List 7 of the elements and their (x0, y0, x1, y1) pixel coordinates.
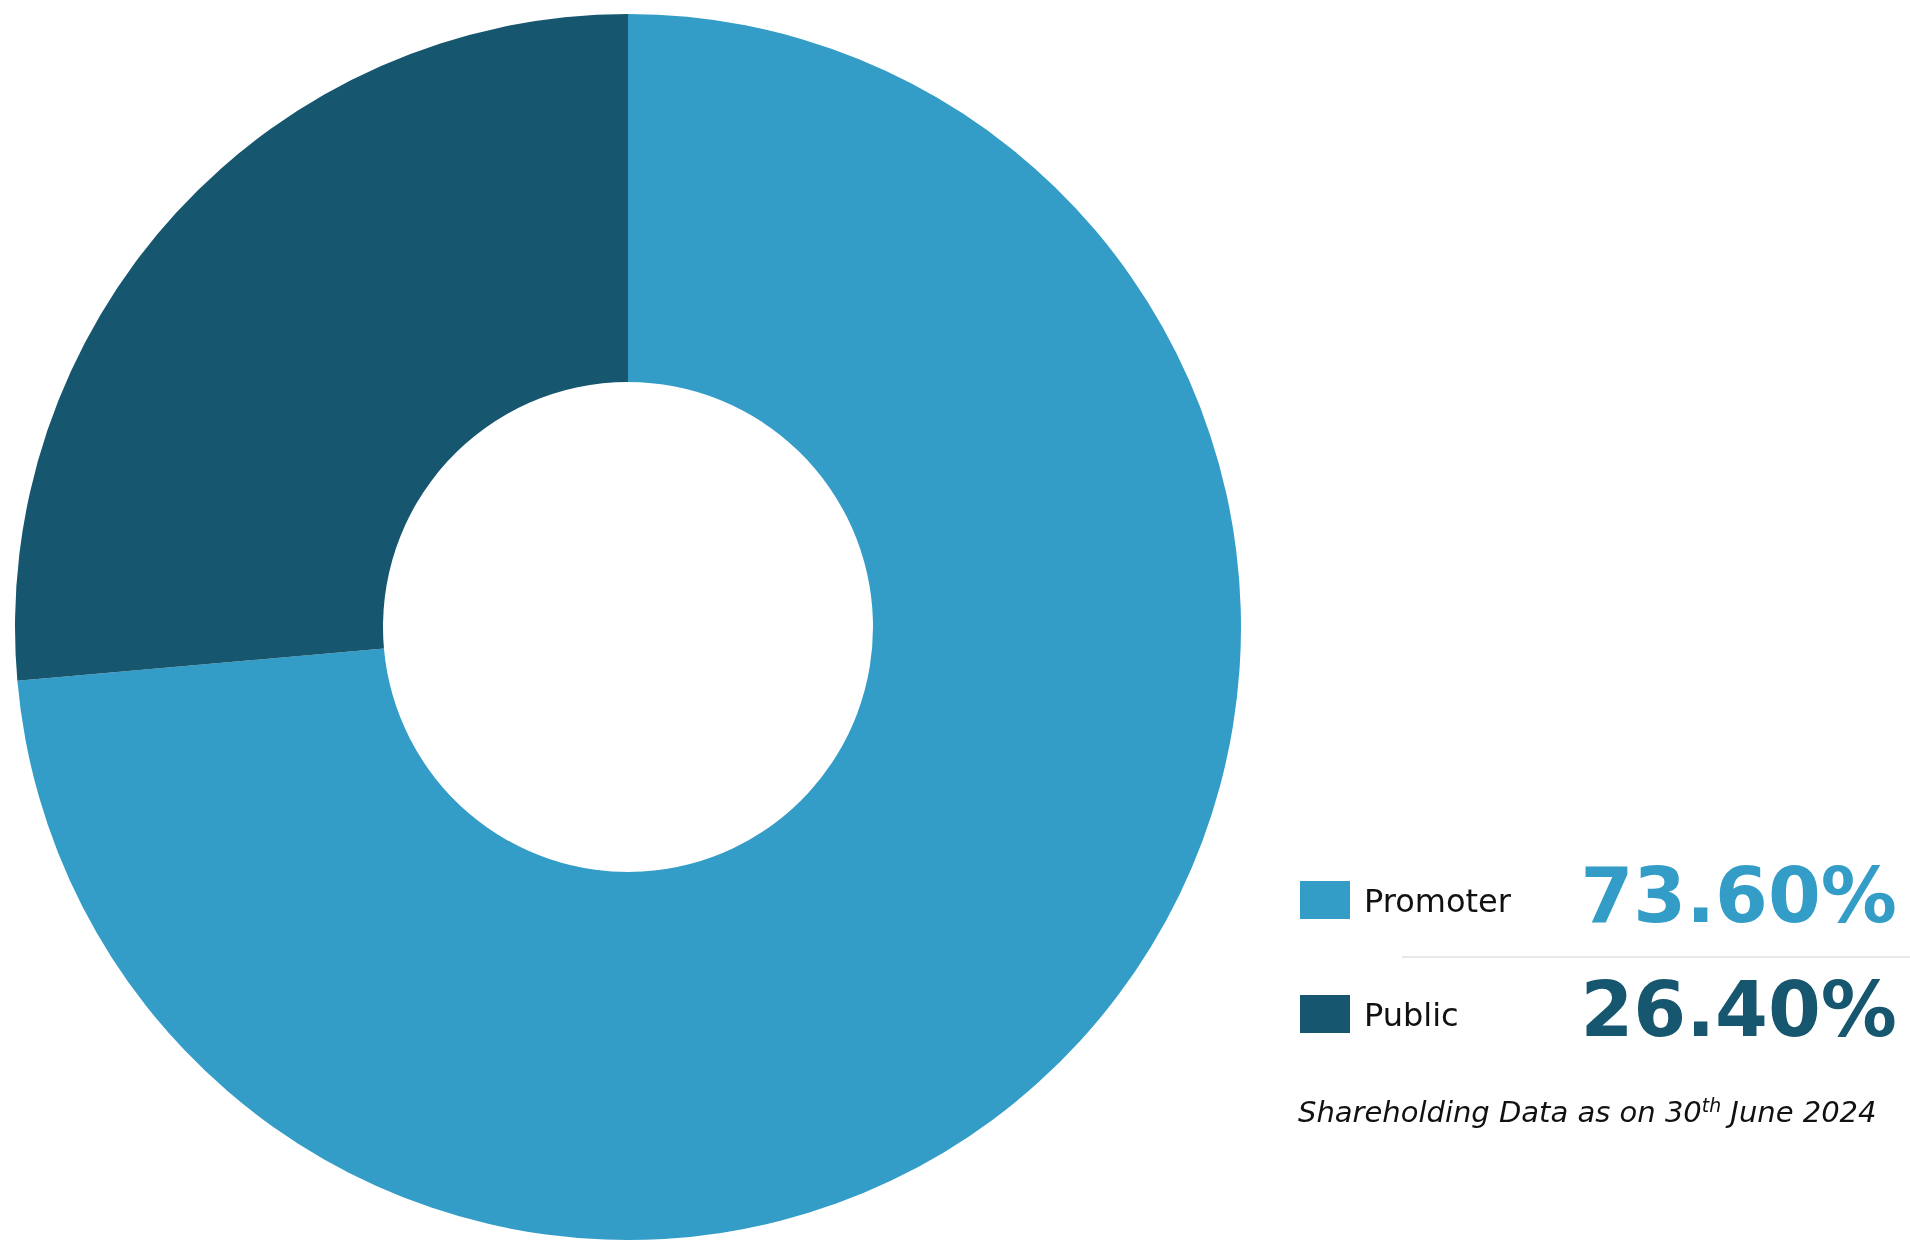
donut-slice (15, 14, 628, 681)
data-label: 73.60% (1580, 851, 1897, 940)
data-label: 26.40% (1580, 965, 1897, 1054)
donut-slice (17, 14, 1241, 1239)
text: Shareholding Data as on 30$^{th}$ June 2024 (1298, 1094, 1877, 1129)
legend-label: Promoter (1364, 882, 1512, 920)
legend-label: Public (1364, 996, 1459, 1034)
